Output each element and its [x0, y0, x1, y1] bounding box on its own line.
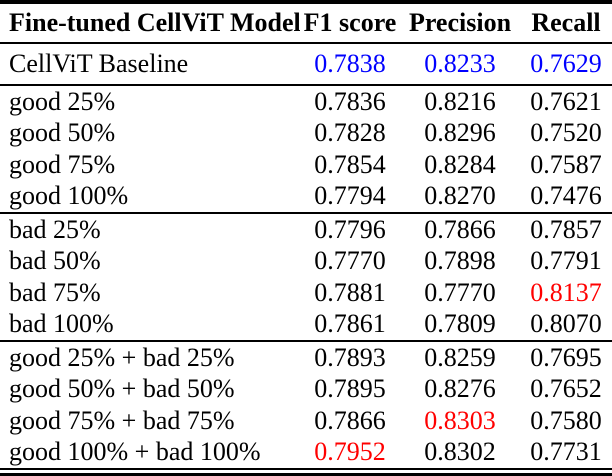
metric-value-cell: 0.8284	[424, 149, 496, 179]
header-divider-rule	[0, 42, 612, 44]
column-header-precision: Precision	[408, 8, 512, 37]
model-cell: bad 50%	[9, 246, 101, 276]
metric-value-cell: 0.8303	[424, 405, 496, 435]
metric-value-cell: 0.7866	[424, 214, 496, 244]
column-header-model: Fine-tuned CellViT Model	[9, 8, 300, 37]
table-row: bad 50% 0.7770 0.7898 0.7791	[0, 246, 612, 278]
column-header-f1: F1 score	[303, 8, 397, 37]
metric-value-cell: 0.7520	[530, 118, 602, 148]
metric-value-cell: 0.7794	[314, 181, 386, 211]
table-row: good 75% 0.7854 0.8284 0.7587	[0, 149, 612, 181]
metric-value-cell: 0.8276	[424, 374, 496, 404]
metric-value-cell: 0.7895	[314, 374, 386, 404]
metric-value-cell: 0.7791	[530, 246, 602, 276]
table-row: bad 100% 0.7861 0.7809 0.8070	[0, 309, 612, 341]
good-divider-rule	[0, 212, 612, 214]
table-row: good 100% + bad 100% 0.7952 0.8302 0.7731	[0, 437, 612, 469]
metric-value-cell: 0.7836	[314, 86, 386, 116]
pre-bottom-rule	[0, 468, 612, 470]
model-cell: bad 75%	[9, 277, 101, 307]
metric-value-cell: 0.8216	[424, 86, 496, 116]
metric-value-cell: 0.7838	[314, 49, 386, 78]
model-cell: bad 100%	[9, 309, 114, 339]
metric-value-cell: 0.7652	[530, 374, 602, 404]
metric-value-cell: 0.7898	[424, 246, 496, 276]
metric-value-cell: 0.8070	[530, 309, 602, 339]
good-section: good 25% 0.7836 0.8216 0.7621 good 50% 0.7828…	[0, 86, 612, 212]
model-cell: good 50% + bad 50%	[9, 374, 235, 404]
metric-value-cell: 0.8296	[424, 118, 496, 148]
metric-value-cell: 0.7857	[530, 214, 602, 244]
table-row: good 75% + bad 75% 0.7866 0.8303 0.7580	[0, 405, 612, 437]
metric-value-cell: 0.7629	[530, 49, 602, 78]
metric-value-cell: 0.8259	[424, 342, 496, 372]
table-row: bad 75% 0.7881 0.7770 0.8137	[0, 277, 612, 309]
table-header-row: Fine-tuned CellViT Model F1 score Precis…	[0, 4, 612, 42]
metric-value-cell: 0.7881	[314, 277, 386, 307]
bad-divider-rule	[0, 340, 612, 342]
metric-value-cell: 0.7809	[424, 309, 496, 339]
bottom-gap	[0, 470, 612, 473]
bottom-rule	[0, 473, 612, 476]
metric-value-cell: 0.8302	[424, 437, 496, 467]
bad-section: bad 25% 0.7796 0.7866 0.7857 bad 50% 0.7770 0.…	[0, 214, 612, 340]
model-cell: good 100% + bad 100%	[9, 437, 261, 467]
good-plus-bad-section: good 25% + bad 25% 0.7893 0.8259 0.7695 good…	[0, 342, 612, 468]
metric-value-cell: 0.8137	[530, 277, 602, 307]
metric-value-cell: 0.8233	[424, 49, 496, 78]
top-rule	[0, 0, 612, 4]
metric-value-cell: 0.7828	[314, 118, 386, 148]
column-header-recall: Recall	[531, 8, 601, 37]
metric-value-cell: 0.7952	[314, 437, 386, 467]
model-cell: good 100%	[9, 181, 129, 211]
metric-value-cell: 0.7770	[424, 277, 496, 307]
metric-value-cell: 0.7866	[314, 405, 386, 435]
metric-value-cell: 0.7854	[314, 149, 386, 179]
table-row: CellViT Baseline 0.7838 0.8233 0.7629	[0, 44, 612, 84]
table-row: good 100% 0.7794 0.8270 0.7476	[0, 181, 612, 213]
model-cell: good 75%	[9, 149, 116, 179]
metric-value-cell: 0.7695	[530, 342, 602, 372]
model-cell: good 25% + bad 25%	[9, 342, 235, 372]
metric-value-cell: 0.7621	[530, 86, 602, 116]
model-cell: bad 25%	[9, 214, 101, 244]
model-cell: CellViT Baseline	[9, 49, 189, 78]
metric-value-cell: 0.7861	[314, 309, 386, 339]
metric-value-cell: 0.7476	[530, 181, 602, 211]
metric-value-cell: 0.7580	[530, 405, 602, 435]
model-cell: good 25%	[9, 86, 116, 116]
model-cell: good 50%	[9, 118, 116, 148]
table-row: good 25% 0.7836 0.8216 0.7621	[0, 86, 612, 118]
table-row: good 50% 0.7828 0.8296 0.7520	[0, 118, 612, 150]
metric-value-cell: 0.7893	[314, 342, 386, 372]
table-row: good 50% + bad 50% 0.7895 0.8276 0.7652	[0, 374, 612, 406]
metric-value-cell: 0.7770	[314, 246, 386, 276]
metric-value-cell: 0.8270	[424, 181, 496, 211]
table-row: bad 25% 0.7796 0.7866 0.7857	[0, 214, 612, 246]
table-row: good 25% + bad 25% 0.7893 0.8259 0.7695	[0, 342, 612, 374]
metric-value-cell: 0.7796	[314, 214, 386, 244]
metric-value-cell: 0.7731	[530, 437, 602, 467]
baseline-section: CellViT Baseline 0.7838 0.8233 0.7629	[0, 44, 612, 84]
model-cell: good 75% + bad 75%	[9, 405, 235, 435]
baseline-divider-rule	[0, 84, 612, 86]
metric-value-cell: 0.7587	[530, 149, 602, 179]
